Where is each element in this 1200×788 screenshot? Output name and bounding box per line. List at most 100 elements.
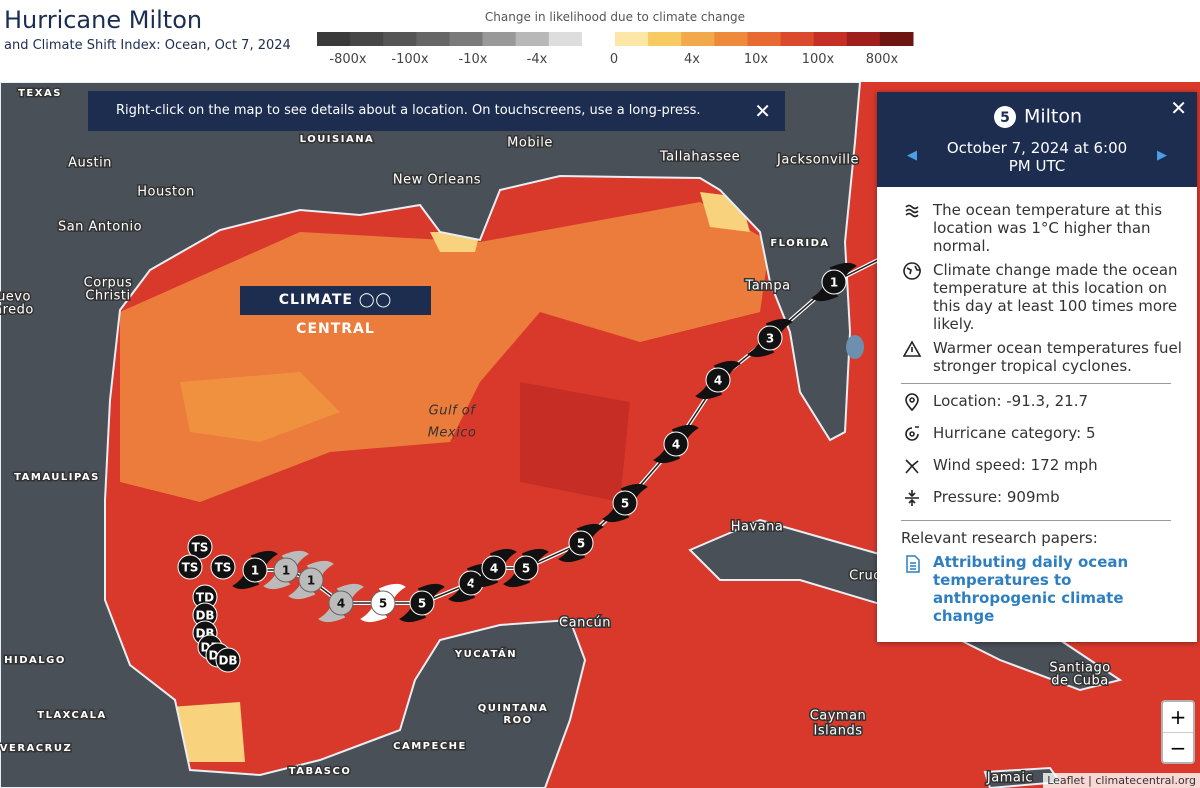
banner-text: Right-click on the map to see details ab… [116, 103, 701, 118]
place-label: aredo [0, 303, 34, 318]
legend-label: -800x [329, 52, 367, 67]
mild-patch [170, 192, 750, 762]
marker-label: 1 [307, 574, 315, 588]
marker-label: TS [192, 541, 209, 555]
place-label: ROO [503, 715, 532, 726]
icon [905, 204, 919, 218]
place-label: Austin [68, 156, 112, 171]
marker-label: 4 [490, 562, 498, 576]
legend-swatch [515, 32, 550, 46]
place-label: TLAXCALA [37, 710, 106, 721]
track-marker[interactable]: 5 [399, 583, 445, 623]
info-text: Warmer ocean temperatures fuel stronger … [933, 339, 1182, 375]
place-label: VERACRUZ [0, 743, 72, 754]
legend-swatch [879, 32, 914, 46]
marker-label: 5 [418, 597, 426, 611]
place-label: Corpus [84, 276, 133, 291]
track-marker[interactable]: 5 [602, 483, 648, 523]
legend-label: -100x [391, 52, 429, 67]
land [0, 82, 862, 788]
storm-name: Milton [1023, 105, 1083, 128]
place-label: TAMAULIPAS [14, 472, 100, 483]
info-row: Hurricane category: 5 [877, 424, 1197, 442]
legend-swatch [813, 32, 848, 46]
marker-label: TS [182, 561, 199, 575]
track-marker[interactable]: 4 [695, 360, 741, 400]
info-row: Pressure: 909mb [877, 488, 1197, 506]
attribution: Leaflet | climatecentral.org [1043, 773, 1200, 788]
track-marker[interactable]: TS [187, 534, 213, 560]
track-marker[interactable]: DB [192, 602, 218, 628]
legend-label: 10x [744, 52, 769, 67]
info-banner: Right-click on the map to see details ab… [88, 91, 785, 131]
marker-label: 5 [577, 537, 585, 551]
track-line [255, 239, 919, 604]
legend-swatch [581, 32, 616, 46]
marker-circle [298, 567, 324, 593]
place-label: Cruc [849, 569, 881, 584]
logo: CLIMATE ◯◯ CENTRAL [240, 286, 431, 337]
marker-circle [409, 590, 435, 616]
logo-left: CLIMATE [278, 292, 353, 308]
marker-label: 4 [467, 577, 475, 591]
close-button[interactable]: ✕ [754, 99, 771, 123]
legend-label: -10x [459, 52, 488, 67]
place-label: Mobile [507, 136, 553, 151]
legend-label: 0 [610, 52, 618, 67]
track-marker[interactable]: 5 [360, 583, 406, 623]
track-marker[interactable]: 1 [232, 550, 278, 590]
marker-circle [370, 590, 396, 616]
track-marker[interactable]: DB [215, 647, 241, 673]
track-marker[interactable]: 4 [318, 583, 364, 623]
legend-swatch [416, 32, 450, 46]
place-label: de Cuba [1051, 674, 1108, 689]
warm-patch [180, 372, 340, 442]
marker-label: 1 [282, 564, 290, 578]
track-marker[interactable]: 4 [653, 424, 699, 464]
paper-link[interactable]: Attributing daily ocean temperatures to … [933, 553, 1129, 625]
track-marker[interactable]: 5 [558, 523, 604, 563]
legend-swatch [482, 32, 517, 46]
zoom-out[interactable]: − [1169, 736, 1187, 760]
info-panel: 5 Milton ◀ October 7, 2024 at 6:00 PM UT… [877, 92, 1197, 642]
marker-label: TS [215, 561, 232, 575]
zoom-in[interactable]: + [1163, 702, 1193, 733]
track-marker[interactable]: TS [210, 554, 236, 580]
close-button[interactable]: ✕ [1170, 96, 1187, 120]
marker-circle [705, 367, 731, 393]
place-label: LOUISIANA [300, 134, 375, 145]
info-text: Hurricane category: 5 [933, 424, 1096, 442]
marker-label: 5 [522, 562, 530, 576]
track-marker[interactable]: 1 [288, 560, 334, 600]
marker-label: 1 [251, 564, 259, 578]
legend-label: 4x [684, 52, 700, 67]
storm-category: 5 [1000, 110, 1010, 126]
title: Hurricane Milton [4, 6, 203, 34]
legend-swatch [383, 32, 417, 46]
panel-header: 5 Milton ◀ October 7, 2024 at 6:00 PM UT… [877, 92, 1197, 187]
subtitle: and Climate Shift Index: Ocean, Oct 7, 2… [4, 38, 291, 53]
icon [905, 426, 919, 441]
track-marker[interactable]: 4 [471, 548, 517, 588]
marker-label: 4 [337, 597, 345, 611]
track-marker[interactable]: 1 [811, 262, 857, 302]
next-button[interactable]: ▶ [1157, 148, 1167, 163]
icon [905, 393, 919, 412]
icon [903, 262, 921, 280]
track-marker[interactable]: TD [192, 584, 218, 610]
doc-icon [906, 555, 920, 573]
legend-label: 100x [802, 52, 835, 67]
track-marker[interactable]: 3 [747, 318, 793, 358]
track-marker[interactable]: TS [177, 554, 203, 580]
place-label: HIDALGO [4, 655, 66, 666]
marker-circle [273, 557, 299, 583]
track-marker[interactable]: 1 [263, 550, 309, 590]
prev-button[interactable]: ◀ [907, 148, 917, 163]
info-row: Climate change made the ocean temperatur… [877, 261, 1197, 333]
legend: -800x -100x -10x -4x 0 4x 10x 100x 800x [317, 32, 914, 67]
place-label: San Antonio [58, 220, 142, 235]
info-text: Climate change made the ocean temperatur… [933, 261, 1178, 333]
legend-swatch [317, 32, 351, 46]
track-marker[interactable]: 5 [503, 548, 549, 588]
